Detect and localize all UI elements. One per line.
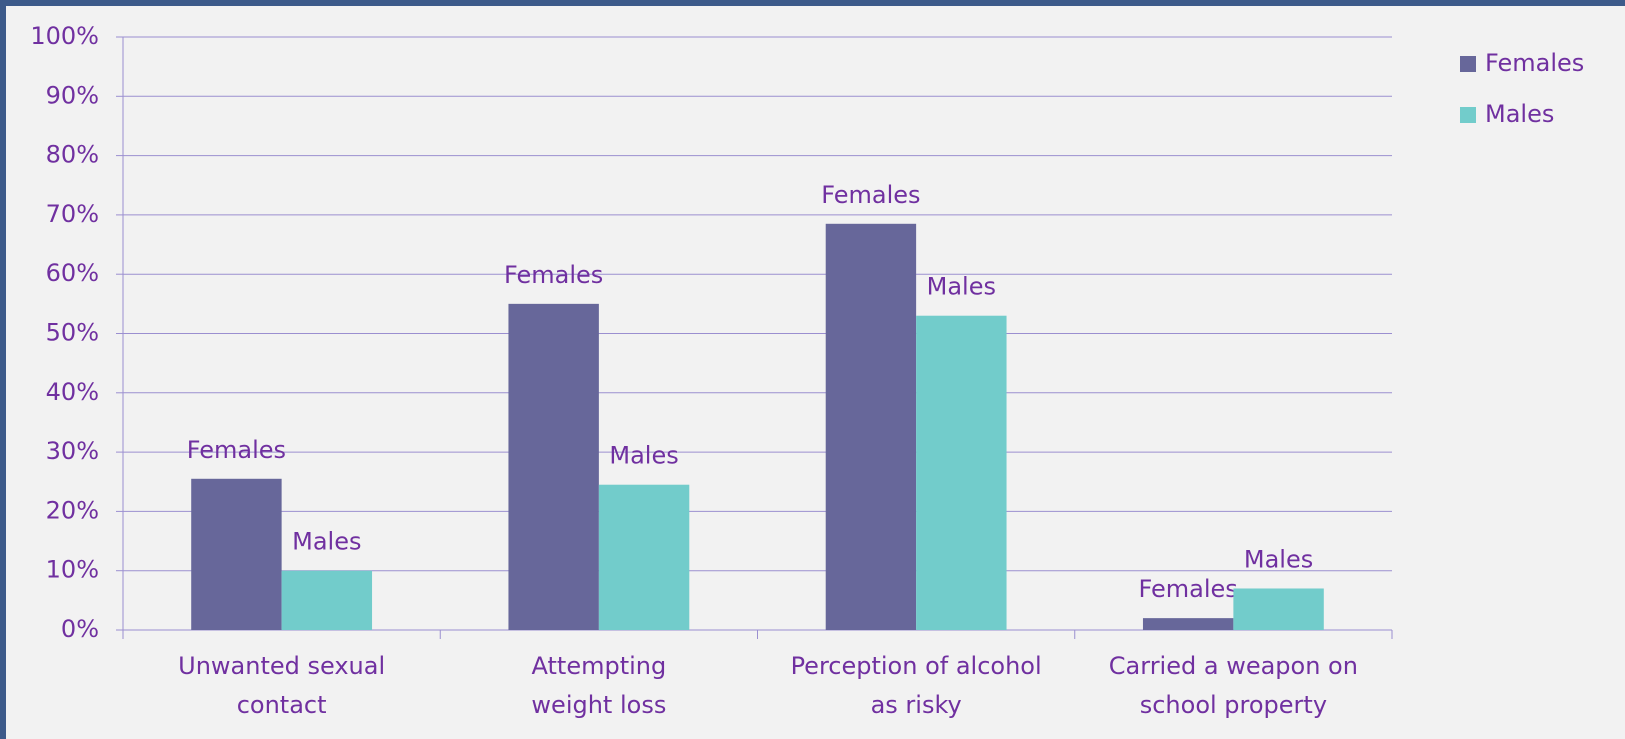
y-tick-label: 30% [46, 437, 99, 465]
legend-label: Males [1485, 100, 1554, 128]
y-tick-label: 40% [46, 378, 99, 406]
x-tick-label: Perception of alcohol as risky [790, 652, 1042, 719]
x-tick-label: Carried a weapon on school property [1108, 652, 1358, 719]
x-tick-label: Unwanted sexual contact [178, 652, 386, 719]
y-tick-label: 60% [46, 259, 99, 287]
y-tick-label: 0% [61, 615, 99, 643]
bar [1142, 618, 1234, 630]
y-tick-label: 80% [46, 141, 99, 169]
y-tick-label: 50% [46, 319, 99, 347]
bar [191, 478, 282, 630]
bar [1233, 588, 1324, 630]
bar [598, 484, 690, 630]
bar [508, 303, 599, 630]
data-label: Females [187, 436, 286, 464]
bar [916, 315, 1007, 630]
data-label: Females [1139, 575, 1238, 603]
y-tick-label: 100% [30, 22, 99, 50]
y-tick-label: 90% [46, 81, 99, 109]
chart: 0% 10% 20% 30% 40% 50% 60% 70% 80% 90% 100% Females… [30, 22, 1584, 643]
y-tick-label: 70% [46, 200, 99, 228]
data-label: Males [609, 442, 678, 470]
data-label: Females [821, 181, 920, 209]
legend-label: Females [1485, 49, 1584, 77]
data-label: Males [292, 528, 361, 556]
legend-swatch [1460, 107, 1476, 123]
legend-swatch [1460, 56, 1476, 72]
y-tick-label: 10% [46, 556, 99, 584]
y-tick-label: 20% [46, 496, 99, 524]
data-label: Females [504, 261, 603, 289]
chart-area: 0% 10% 20% 30% 40% 50% 60% 70% 80% 90% 100% Females… [6, 6, 1625, 739]
bar [281, 570, 373, 630]
bar [825, 223, 917, 631]
data-label: Males [1244, 545, 1313, 573]
data-label: Males [927, 273, 996, 301]
x-tick-label: Attempting weight loss [531, 652, 667, 719]
